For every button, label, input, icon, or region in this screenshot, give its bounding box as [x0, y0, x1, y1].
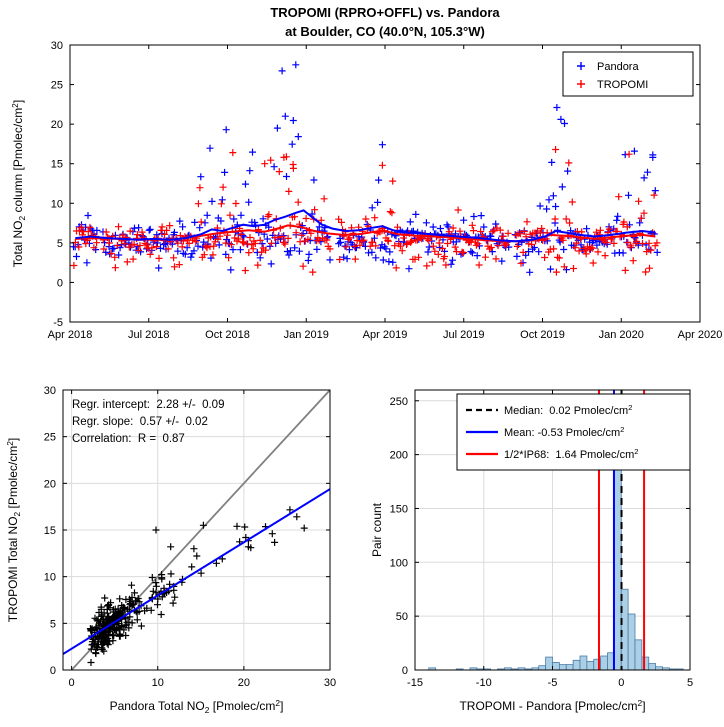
svg-text:-10: -10	[476, 677, 492, 689]
svg-text:150: 150	[390, 503, 408, 515]
axes-frame: 0 10 20 30 0 5 10 15 20 25 30 Pandora Total NO2 [Pm…	[5, 385, 336, 715]
svg-text:0: 0	[618, 677, 624, 689]
histogram-bar	[641, 656, 650, 670]
svg-text:250: 250	[390, 396, 408, 408]
svg-text:Jul 2018: Jul 2018	[128, 329, 170, 341]
svg-text:100: 100	[390, 557, 408, 569]
svg-text:Pandora: Pandora	[597, 61, 639, 73]
svg-text:-15: -15	[407, 677, 423, 689]
histogram-bar	[455, 668, 464, 670]
svg-text:0: 0	[69, 677, 75, 689]
svg-text:25: 25	[44, 432, 56, 444]
svg-text:30: 30	[324, 677, 336, 689]
svg-text:Regr. slope: 0.57 +/- 0.02: Regr. slope: 0.57 +/- 0.02	[72, 416, 208, 428]
histogram-bar	[579, 655, 588, 670]
timeseries-plot: Apr 2018 Jul 2018 Oct 2018 Jan 2019 Apr 2019…	[10, 40, 722, 341]
histogram-bar	[538, 665, 547, 670]
histogram-bar	[558, 664, 567, 670]
correlation-scatter-plot: 0 10 20 30 0 5 10 15 20 25 30 Pandora Total NO2 [Pm…	[5, 385, 336, 715]
svg-text:20: 20	[238, 677, 250, 689]
histogram-bar	[600, 655, 608, 670]
svg-text:0: 0	[57, 277, 63, 289]
svg-text:Mean: -0.53 Pmolec/cm2: Mean: -0.53 Pmolec/cm2	[504, 425, 624, 439]
svg-text:50: 50	[396, 611, 408, 623]
histogram-bar	[552, 662, 560, 670]
svg-text:Correlation: R = 0.87: Correlation: R = 0.87	[72, 433, 185, 445]
svg-text:0: 0	[402, 665, 408, 677]
histogram-bar	[648, 663, 657, 670]
svg-text:Jul 2019: Jul 2019	[443, 329, 485, 341]
figure-title-line1: TROPOMI (RPRO+OFFL) vs. Pandora	[270, 5, 500, 20]
figure-title-line2: at Boulder, CO (40.0°N, 105.3°W)	[285, 24, 485, 39]
svg-text:Apr 2020: Apr 2020	[678, 329, 723, 341]
histogram-bar	[572, 659, 581, 670]
svg-text:10: 10	[44, 572, 56, 584]
svg-text:30: 30	[44, 385, 56, 397]
svg-text:Regr. intercept: 2.28 +/- 0.: Regr. intercept: 2.28 +/- 0.09	[72, 399, 224, 411]
tropomi-trend-line	[75, 224, 656, 243]
histogram-bar	[586, 660, 595, 670]
svg-text:Apr 2019: Apr 2019	[363, 329, 408, 341]
svg-text:10: 10	[152, 677, 164, 689]
svg-text:Jan 2020: Jan 2020	[599, 329, 644, 341]
svg-text:10: 10	[51, 198, 63, 210]
svg-text:TROPOMI - Pandora [Pmolec/cm2]: TROPOMI - Pandora [Pmolec/cm2]	[459, 698, 645, 713]
regression-stats-text: Regr. intercept: 2.28 +/- 0.09 Regr. slop…	[72, 399, 224, 445]
histogram-legend: Median: 0.02 Pmolec/cm2 Mean: -0.53 Pmole…	[456, 393, 691, 471]
pandora-trend-line	[75, 209, 656, 243]
svg-text:-5: -5	[548, 677, 558, 689]
svg-text:30: 30	[51, 40, 63, 52]
svg-text:200: 200	[390, 450, 408, 462]
histogram-bar	[627, 613, 636, 670]
regression-line	[63, 488, 330, 655]
svg-text:Apr 2018: Apr 2018	[48, 329, 93, 341]
svg-text:Pandora Total NO2 [Pmolec/cm2]: Pandora Total NO2 [Pmolec/cm2]	[110, 698, 284, 715]
timeseries-legend: Pandora TROPOMI	[562, 51, 694, 97]
tropomi-points	[70, 146, 661, 276]
axes-frame: Apr 2018 Jul 2018 Oct 2018 Jan 2019 Apr 2019…	[10, 40, 722, 341]
svg-text:Oct 2019: Oct 2019	[520, 329, 565, 341]
legend-marker-pandora	[577, 62, 585, 70]
svg-text:20: 20	[44, 478, 56, 490]
svg-text:5: 5	[687, 677, 693, 689]
svg-text:0: 0	[50, 665, 56, 677]
svg-text:Jan 2019: Jan 2019	[284, 329, 329, 341]
svg-text:Median: 0.02 Pmolec/cm2: Median: 0.02 Pmolec/cm2	[504, 403, 632, 417]
svg-text:20: 20	[51, 119, 63, 131]
svg-text:1/2*IP68: 1.64 Pmolec/cm2: 1/2*IP68: 1.64 Pmolec/cm2	[504, 447, 639, 461]
histogram-bar	[565, 664, 574, 670]
svg-text:15: 15	[44, 525, 56, 537]
svg-text:Oct 2018: Oct 2018	[205, 329, 250, 341]
svg-text:5: 5	[57, 238, 63, 250]
svg-text:TROPOMI: TROPOMI	[597, 79, 648, 91]
svg-text:TROPOMI Total NO2 [Pmolec/cm2]: TROPOMI Total NO2 [Pmolec/cm2]	[5, 438, 22, 623]
histogram-bar	[545, 656, 553, 670]
svg-text:-5: -5	[53, 317, 63, 329]
svg-text:Pair count: Pair count	[370, 502, 384, 557]
svg-text:15: 15	[51, 159, 63, 171]
legend-marker-tropomi	[577, 80, 585, 88]
svg-text:5: 5	[50, 618, 56, 630]
histogram-bar	[634, 639, 643, 670]
svg-text:Total NO2 column [Pmolec/cm2]: Total NO2 column [Pmolec/cm2]	[10, 100, 27, 267]
svg-text:25: 25	[51, 80, 63, 92]
histogram-bar	[675, 668, 684, 670]
